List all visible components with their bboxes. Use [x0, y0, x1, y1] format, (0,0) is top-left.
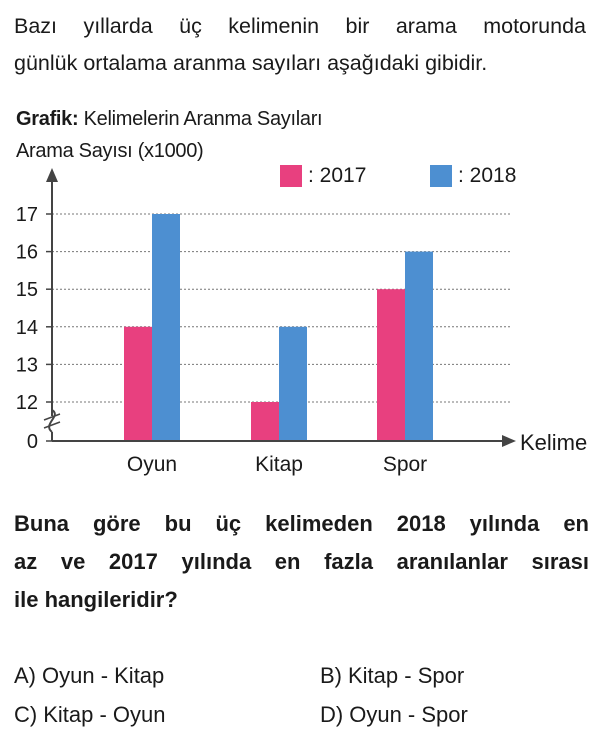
y-tick-label-17: 17 — [16, 204, 38, 226]
option-b-text: Kitap - Spor — [348, 663, 465, 688]
option-d-text: Oyun - Spor — [349, 702, 468, 727]
bar-spor-2018 — [405, 251, 433, 441]
question-line-1: Buna göre bu üç kelimeden 2018 yılında e… — [14, 511, 589, 536]
legend-label-2017: : 2017 — [308, 164, 367, 187]
x-tick-label-oyun: Oyun — [127, 453, 177, 476]
y-axis-label: Arama Sayısı (x1000) — [16, 140, 204, 162]
question-text: Buna göre bu üç kelimeden 2018 yılında e… — [14, 505, 589, 619]
y-tick-label-15: 15 — [16, 279, 38, 301]
x-axis-arrow — [502, 435, 516, 447]
bar-chart: 0 12 13 14 15 16 17 Oyun Kitap Spor Kelime — [16, 168, 587, 476]
x-axis-label: Kelime — [520, 430, 587, 455]
intro-text: Bazı yıllarda üç kelimenin bir arama mot… — [14, 8, 586, 82]
legend-swatch-2018 — [430, 165, 452, 187]
option-c-key: C) — [14, 702, 38, 727]
y-tick-label-14: 14 — [16, 317, 38, 339]
bar-oyun-2018 — [152, 214, 180, 441]
x-tick-label-spor: Spor — [383, 453, 427, 476]
legend-label-2018: : 2018 — [458, 164, 517, 187]
y-tick-label-0: 0 — [27, 431, 38, 453]
intro-line-1: Bazı yıllarda üç kelimenin bir arama mot… — [14, 14, 586, 38]
y-tick-label-13: 13 — [16, 354, 38, 376]
option-b-key: B) — [320, 663, 342, 688]
option-a-key: A) — [14, 663, 36, 688]
question-line-3: ile hangileridir? — [14, 587, 178, 612]
chart-title: Grafik: Kelimelerin Aranma Sayıları — [16, 108, 323, 131]
legend-item-2017: : 2017 — [280, 164, 366, 188]
y-axis-arrow — [46, 168, 58, 182]
option-a-text: Oyun - Kitap — [42, 663, 165, 688]
axis-break-zigzag — [43, 413, 61, 429]
y-tick-label-12: 12 — [16, 392, 38, 414]
x-tick-label-kitap: Kitap — [255, 453, 303, 476]
intro-line-2: günlük ortalama aranma sayıları aşağıdak… — [14, 51, 488, 75]
option-d-key: D) — [320, 702, 344, 727]
bar-kitap-2017 — [251, 402, 279, 441]
axis-break-gap — [44, 416, 60, 432]
chart-title-bold: Grafik: — [16, 108, 79, 130]
legend-item-2018: : 2018 — [430, 164, 516, 188]
chart-title-text: Kelimelerin Aranma Sayıları — [83, 108, 323, 130]
question-line-2: az ve 2017 yılında en fazla aranılanlar … — [14, 549, 589, 574]
bar-oyun-2017 — [124, 326, 152, 441]
axis-break-curve — [48, 409, 56, 433]
option-a[interactable]: A) Oyun - Kitap — [14, 663, 164, 689]
option-b[interactable]: B) Kitap - Spor — [320, 663, 464, 689]
option-c[interactable]: C) Kitap - Oyun — [14, 702, 166, 728]
option-d[interactable]: D) Oyun - Spor — [320, 702, 468, 728]
bar-kitap-2018 — [279, 326, 307, 441]
option-c-text: Kitap - Oyun — [43, 702, 166, 727]
y-tick-label-16: 16 — [16, 242, 38, 264]
bar-spor-2017 — [377, 289, 405, 441]
legend-swatch-2017 — [280, 165, 302, 187]
